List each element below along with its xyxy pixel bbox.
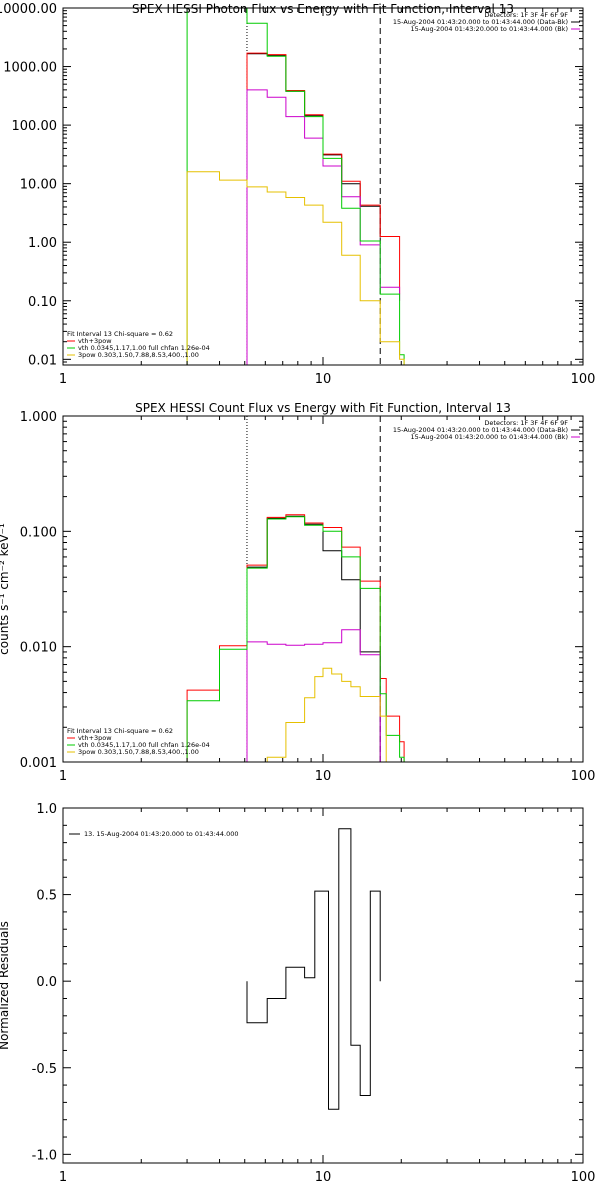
legend-entry: 3pow 0.303,1.50,7.88,8.53,400.,1.00 — [78, 351, 199, 359]
y-tick-label: 0.01 — [28, 353, 57, 368]
x-tick-label: 10 — [315, 1170, 332, 1185]
y-tick-label: 0.5 — [36, 889, 57, 904]
x-tick-label: 10 — [315, 769, 332, 784]
y-tick-label: 0.10 — [28, 295, 57, 310]
series-line-thermal — [186, 8, 405, 365]
legend-header: Fit Interval 13 Chi-square = 0.62 — [67, 727, 173, 735]
series-layer — [186, 514, 405, 762]
info-line: Detectors: 1F 3F 4F 6F 9F — [484, 11, 568, 19]
y-tick-label: 0.0 — [36, 975, 57, 990]
photon-flux-panel: SPEX HESSI Photon Flux vs Energy with Fi… — [0, 2, 595, 387]
x-tick-label: 100 — [571, 1170, 596, 1185]
series-layer — [246, 828, 381, 1110]
plot-frame — [62, 7, 584, 366]
series-line-thermal — [186, 516, 405, 762]
y-tick-label: 1.00 — [28, 236, 57, 251]
legend-entry: 13. 15-Aug-2004 01:43:20.000 to 01:43:44… — [84, 830, 239, 838]
series-line-model — [186, 514, 405, 762]
info-line: 15-Aug-2004 01:43:20.000 to 01:43:44.000… — [393, 18, 568, 26]
y-tick-label: 1000.00 — [3, 61, 57, 76]
y-axis-label: counts s⁻¹ cm⁻² keV⁻¹ — [0, 523, 11, 655]
x-tick-label: 10 — [315, 372, 332, 387]
info-line: 15-Aug-2004 01:43:20.000 to 01:43:44.000… — [393, 426, 568, 434]
x-tick-label: 1 — [59, 1170, 67, 1185]
chart-title: SPEX HESSI Count Flux vs Energy with Fit… — [135, 401, 511, 415]
y-tick-label: 10000.00 — [0, 2, 57, 17]
info-line: Detectors: 1F 3F 4F 6F 9F — [484, 419, 568, 427]
series-line-power-law — [186, 171, 405, 365]
legend-header: Fit Interval 13 Chi-square = 0.62 — [67, 330, 173, 338]
series-line-background — [246, 629, 381, 762]
plot-frame — [62, 807, 584, 1164]
info-line: 15-Aug-2004 01:43:20.000 to 01:43:44.000… — [411, 25, 568, 33]
y-tick-label: 0.001 — [20, 756, 57, 771]
series-layer — [186, 8, 405, 365]
y-tick-label: -1.0 — [32, 1148, 57, 1163]
legend-entry: vth+3pow — [78, 734, 112, 742]
y-tick-label: 0.100 — [20, 525, 57, 540]
y-tick-label: 10.00 — [20, 178, 57, 193]
x-tick-label: 1 — [59, 769, 67, 784]
residuals-panel: Normalized Residuals 1 10 100 1.0 0.5 0.0 -0.5 -… — [0, 802, 595, 1185]
y-tick-label: 100.00 — [12, 119, 58, 134]
series-line-residuals — [246, 828, 381, 1110]
legend-entry: 3pow 0.303,1.50,7.88,8.53,400.,1.00 — [78, 748, 199, 756]
plot-frame — [62, 415, 584, 763]
info-line: 15-Aug-2004 01:43:20.000 to 01:43:44.000… — [411, 433, 568, 441]
y-tick-label: -0.5 — [32, 1062, 57, 1077]
legend-entry: vth 0.0345,1.17,1.00 full chfan 1.26e-04 — [78, 344, 210, 352]
y-tick-label: 0.010 — [20, 641, 57, 656]
series-line-power-law — [266, 667, 387, 762]
y-tick-label: 1.0 — [36, 802, 57, 817]
y-axis-label: Normalized Residuals — [0, 921, 11, 1050]
count-flux-panel: SPEX HESSI Count Flux vs Energy with Fit… — [0, 401, 595, 784]
legend-entry: vth 0.0345,1.17,1.00 full chfan 1.26e-04 — [78, 741, 210, 749]
x-tick-label: 1 — [59, 372, 67, 387]
x-tick-label: 100 — [571, 372, 596, 387]
y-tick-label: 1.000 — [20, 410, 57, 425]
x-tick-label: 100 — [571, 769, 596, 784]
legend-entry: vth+3pow — [78, 337, 112, 345]
